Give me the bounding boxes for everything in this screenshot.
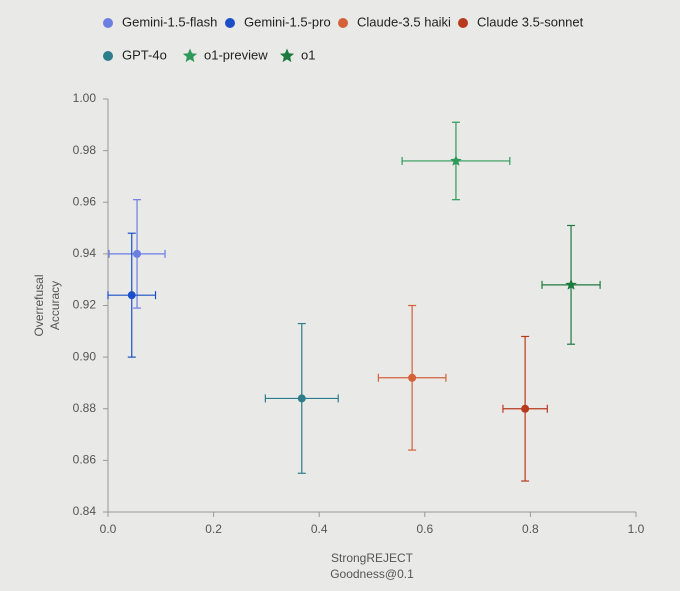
circle bbox=[133, 249, 142, 258]
x-axis-label: StrongREJECT bbox=[331, 551, 414, 565]
x-axis-label: Goodness@0.1 bbox=[330, 567, 414, 581]
star bbox=[450, 155, 462, 166]
legend-label: Claude 3.5-sonnet bbox=[477, 14, 584, 29]
y-tick-label: 0.96 bbox=[73, 194, 97, 208]
circle bbox=[103, 51, 113, 61]
legend-label: Gemini-1.5-flash bbox=[122, 14, 217, 29]
x-tick-label: 0.2 bbox=[205, 522, 222, 536]
x-tick-label: 0.8 bbox=[522, 522, 539, 536]
x-tick-label: 0.6 bbox=[416, 522, 433, 536]
circle bbox=[521, 404, 530, 413]
circle bbox=[297, 394, 306, 403]
x-tick-label: 1.0 bbox=[628, 522, 645, 536]
legend-label: o1 bbox=[301, 47, 315, 62]
circle bbox=[103, 18, 113, 28]
y-tick-label: 1.00 bbox=[73, 91, 97, 105]
y-axis-label: Overrefusal bbox=[32, 274, 46, 336]
y-tick-label: 0.92 bbox=[73, 298, 97, 312]
y-axis-label: Accuracy bbox=[48, 281, 62, 330]
circle bbox=[338, 18, 348, 28]
x-tick-label: 0.4 bbox=[311, 522, 328, 536]
x-tick-label: 0.0 bbox=[100, 522, 117, 536]
circle bbox=[127, 291, 136, 300]
legend-label: Claude-3.5 haiki bbox=[357, 14, 451, 29]
star bbox=[565, 278, 577, 290]
legend-label: o1-preview bbox=[204, 47, 268, 62]
legend-label: Gemini-1.5-pro bbox=[244, 14, 331, 29]
circle bbox=[408, 373, 417, 382]
y-tick-label: 0.84 bbox=[73, 504, 97, 518]
circle bbox=[458, 18, 468, 28]
y-tick-label: 0.90 bbox=[73, 349, 97, 363]
legend-label: GPT-4o bbox=[122, 47, 167, 62]
star bbox=[279, 48, 295, 63]
circle bbox=[225, 18, 235, 28]
y-tick-label: 0.88 bbox=[73, 401, 97, 415]
y-tick-label: 0.86 bbox=[73, 453, 97, 467]
y-tick-label: 0.98 bbox=[73, 143, 97, 157]
star bbox=[182, 48, 198, 63]
y-tick-label: 0.94 bbox=[73, 246, 97, 260]
